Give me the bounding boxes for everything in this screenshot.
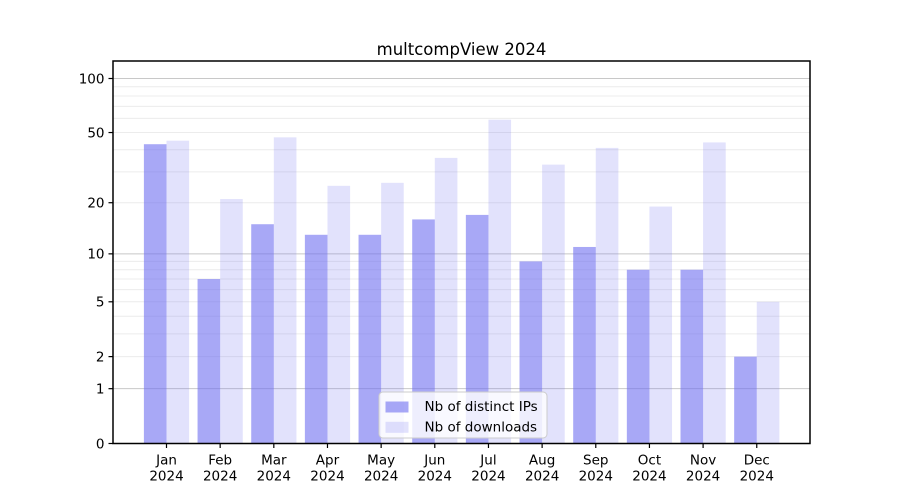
bar-nb-of-downloads-feb — [220, 199, 243, 444]
y-tick-label: 5 — [96, 295, 105, 311]
x-tick-label-month: Oct — [638, 453, 661, 469]
bar-nb-of-downloads-oct — [649, 206, 673, 444]
legend-label-nb-of-downloads: Nb of downloads — [425, 419, 538, 435]
x-tick-label-year: 2024 — [310, 469, 344, 485]
bar-nb-of-downloads-nov — [703, 142, 726, 444]
bar-nb-of-distinct-ips-dec — [734, 356, 757, 444]
x-tick-label-month: Feb — [208, 453, 232, 469]
x-tick-label-month: Mar — [261, 453, 287, 469]
bar-nb-of-distinct-ips-jan — [143, 144, 167, 444]
bar-nb-of-distinct-ips-nov — [680, 269, 704, 444]
x-tick-label-year: 2024 — [257, 469, 291, 485]
bar-nb-of-distinct-ips-may — [358, 234, 382, 444]
y-tick-label: 1 — [96, 381, 105, 397]
x-tick-label-month: Jul — [479, 453, 496, 469]
legend-box — [378, 391, 548, 439]
bar-nb-of-downloads-mar — [273, 137, 297, 444]
x-tick-label-year: 2024 — [149, 469, 183, 485]
bar-nb-of-downloads-jul — [488, 119, 512, 444]
bar-nb-of-distinct-ips-sep — [573, 246, 596, 444]
y-tick-label: 20 — [87, 196, 104, 212]
x-tick-label-year: 2024 — [418, 469, 452, 485]
bar-nb-of-distinct-ips-feb — [197, 279, 221, 444]
legend: Nb of distinct IPs Nb of downloads — [378, 391, 548, 439]
x-tick-label-year: 2024 — [364, 469, 398, 485]
bar-nb-of-distinct-ips-jul — [465, 214, 489, 444]
bar-nb-of-downloads-aug — [542, 164, 565, 444]
bar-nb-of-downloads-jan — [166, 140, 190, 444]
y-tick-label: 10 — [87, 247, 104, 263]
bar-nb-of-downloads-apr — [327, 185, 351, 444]
chart-title: multcompView 2024 — [376, 40, 547, 59]
x-tick-label-year: 2024 — [579, 469, 613, 485]
bar-nb-of-downloads-dec — [756, 301, 780, 444]
plot-border — [112, 60, 811, 445]
x-tick-label-month: May — [367, 453, 395, 469]
x-tick-label-month: Aug — [529, 453, 555, 469]
bar-nb-of-downloads-jun — [434, 157, 458, 444]
bar-nb-of-distinct-ips-oct — [626, 269, 650, 444]
x-tick-label-month: Dec — [744, 453, 770, 469]
bar-nb-of-distinct-ips-jun — [412, 219, 435, 444]
bar-nb-of-downloads-sep — [595, 147, 619, 444]
legend-label-nb-of-distinct-ips: Nb of distinct IPs — [425, 399, 538, 415]
bar-nb-of-distinct-ips-apr — [304, 234, 328, 444]
legend-swatch-nb-of-downloads — [385, 421, 409, 433]
x-tick-label-month: Sep — [583, 453, 608, 469]
x-tick-label-month: Nov — [690, 453, 716, 469]
y-tick-label: 0 — [96, 436, 105, 452]
bar-nb-of-distinct-ips-mar — [251, 224, 274, 444]
x-tick-label-month: Apr — [316, 453, 340, 469]
bar-nb-of-downloads-may — [381, 182, 404, 444]
x-tick-label-year: 2024 — [740, 469, 774, 485]
y-tick-label: 50 — [87, 125, 104, 141]
legend-swatch-nb-of-distinct-ips — [385, 401, 409, 413]
x-tick-label-year: 2024 — [471, 469, 505, 485]
x-tick-label-year: 2024 — [203, 469, 237, 485]
x-tick-label-year: 2024 — [632, 469, 666, 485]
y-tick-label: 2 — [96, 349, 105, 365]
x-tick-label-year: 2024 — [686, 469, 720, 485]
y-tick-label: 100 — [79, 71, 105, 87]
x-tick-label-month: Jun — [423, 453, 445, 469]
x-tick-label-year: 2024 — [525, 469, 559, 485]
x-tick-label-month: Jan — [155, 453, 177, 469]
